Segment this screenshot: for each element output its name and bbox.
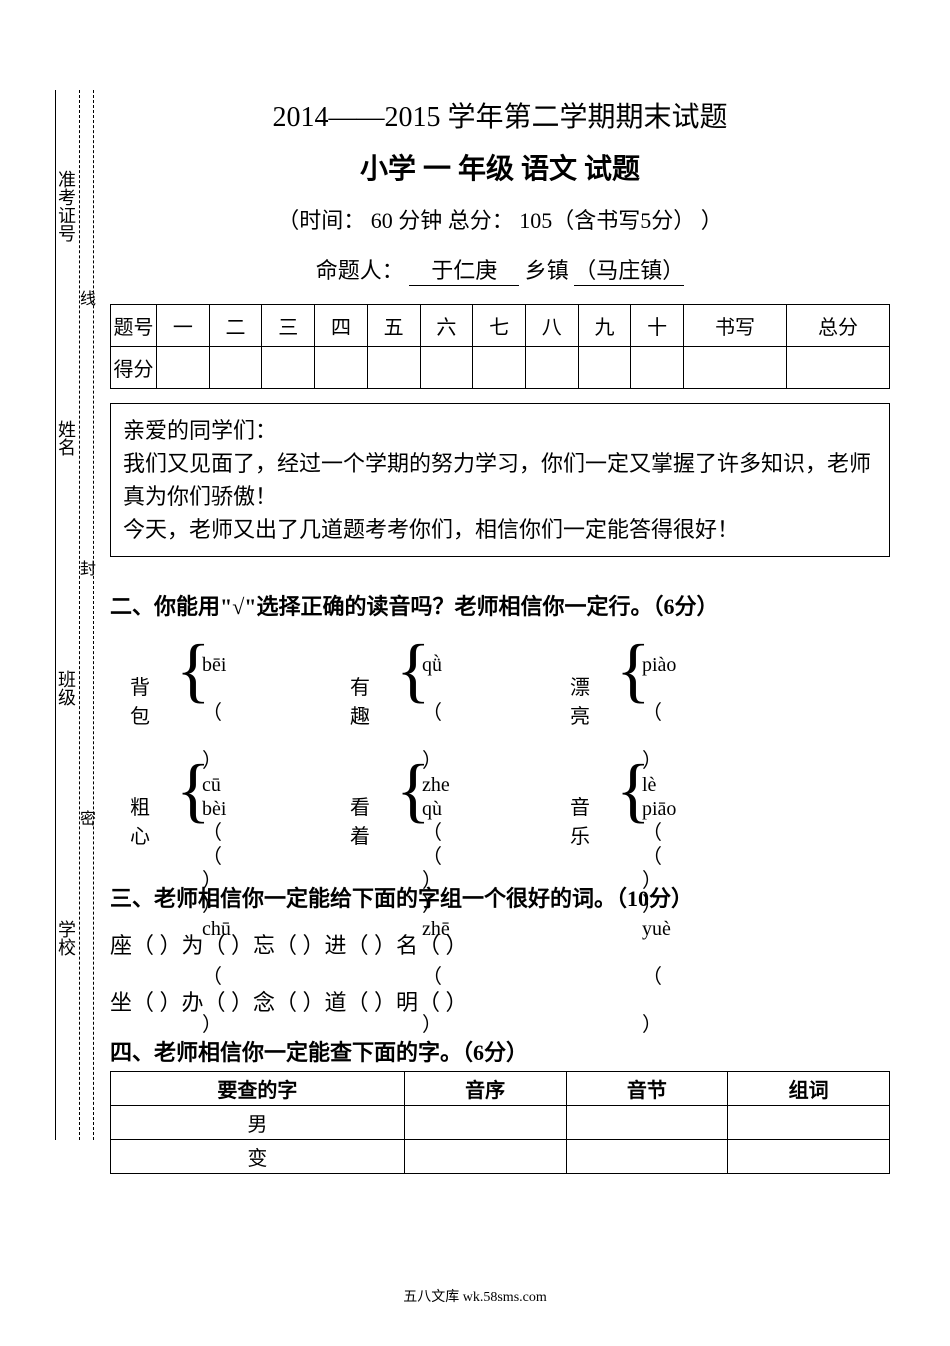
score-row-label: 得分 [111, 347, 157, 389]
score-row-label: 题号 [111, 305, 157, 347]
author-label: 命题人： [316, 258, 404, 283]
pinyin-option: lè （ ） [642, 761, 671, 905]
lookup-header-cell: 音序 [404, 1072, 566, 1106]
pinyin-option: chū（ ） [202, 905, 231, 1049]
pinyin-hanzi: 音乐 [570, 791, 590, 849]
lookup-char-cell: 男 [111, 1106, 405, 1140]
lookup-header-cell: 要查的字 [111, 1072, 405, 1106]
note-box: 亲爱的同学们： 我们又见面了，经过一个学期的努力学习，你们一定又掌握了许多知识，… [110, 403, 890, 557]
score-table: 题号一二三四五六七八九十书写总分 得分 [110, 304, 890, 389]
score-col-header: 五 [367, 305, 420, 347]
score-col-header: 四 [315, 305, 368, 347]
author-line: 命题人： 于仁庚 乡镇 （马庄镇） [110, 253, 890, 286]
lookup-header-cell: 音节 [566, 1072, 728, 1106]
lookup-row: 变 [111, 1140, 890, 1174]
seal-char: 密 [73, 810, 97, 826]
pinyin-hanzi: 看着 [350, 791, 370, 849]
score-col-header: 十 [631, 305, 684, 347]
pinyin-hanzi: 有趣 [350, 671, 370, 729]
note-line-2: 今天，老师又出了几道题考考你们，相信你们一定能答得很好！ [123, 513, 877, 546]
lookup-header-cell: 组词 [728, 1072, 890, 1106]
score-cell [684, 347, 787, 389]
lookup-blank-cell [728, 1106, 890, 1140]
lookup-row: 男 [111, 1106, 890, 1140]
score-col-header: 八 [525, 305, 578, 347]
lookup-blank-cell [728, 1140, 890, 1174]
section-4-table: 要查的字音序音节组词 男变 [110, 1071, 890, 1174]
binding-edge: 准考证号姓名班级学校 线封密 [55, 90, 105, 1140]
score-col-header: 一 [157, 305, 210, 347]
timing-line: （时间： 60 分钟 总分： 105（含书写5分） ） [110, 203, 890, 235]
score-col-header: 二 [209, 305, 262, 347]
binding-dashed-line-inner [79, 90, 80, 1140]
score-cell [786, 347, 889, 389]
pinyin-option: yuè （ ） [642, 905, 671, 1049]
pinyin-hanzi: 漂亮 [570, 671, 590, 729]
binding-dashed-line-outer [93, 90, 94, 1140]
score-col-header: 六 [420, 305, 473, 347]
pinyin-hanzi: 背包 [130, 671, 150, 729]
binding-label: 学校 [53, 920, 79, 956]
lookup-blank-cell [404, 1106, 566, 1140]
seal-char: 线 [73, 290, 97, 306]
author-name: 于仁庚 [409, 253, 519, 286]
section-2-heading: 二、你能用"√"选择正确的读音吗？老师相信你一定行。（6分） [110, 589, 890, 621]
score-cell [420, 347, 473, 389]
note-line-1: 我们又见面了，经过一个学期的努力学习，你们一定又掌握了许多知识，老师真为你们骄傲… [123, 447, 877, 513]
pinyin-options: zhe（ ）zhē（ ） [422, 761, 450, 1049]
score-col-header: 七 [473, 305, 526, 347]
pinyin-option: zhe（ ） [422, 761, 450, 905]
score-cell [157, 347, 210, 389]
lookup-blank-cell [566, 1106, 728, 1140]
score-col-header: 九 [578, 305, 631, 347]
lookup-blank-cell [566, 1140, 728, 1174]
title-line-1: 2014——2015 学年第二学期期末试题 [110, 95, 890, 135]
score-cell [367, 347, 420, 389]
score-cell [525, 347, 578, 389]
score-col-header: 三 [262, 305, 315, 347]
binding-solid-line [55, 90, 56, 1140]
score-cell [209, 347, 262, 389]
score-cell [578, 347, 631, 389]
pinyin-option: zhē（ ） [422, 905, 450, 1049]
town-label: 乡镇 [525, 258, 569, 283]
title-line-2: 小学 一 年级 语文 试题 [110, 147, 890, 187]
score-cell [631, 347, 684, 389]
page-footer: 五八文库 wk.58sms.com [0, 1286, 950, 1306]
binding-label: 准考证号 [53, 170, 79, 242]
binding-label: 姓名 [53, 420, 79, 456]
score-col-header: 书写 [684, 305, 787, 347]
pinyin-hanzi: 粗心 [130, 791, 150, 849]
lookup-char-cell: 变 [111, 1140, 405, 1174]
town-name: （马庄镇） [574, 253, 684, 286]
section-2-body: 背包{bēi （ ）bèi （ ）有趣{qǜ（ ）qù （ ）漂亮{piào（ … [110, 641, 890, 871]
pinyin-options: lè （ ）yuè （ ） [642, 761, 671, 1049]
score-col-header: 总分 [786, 305, 889, 347]
pinyin-option: cū （ ） [202, 761, 231, 905]
pinyin-options: cū （ ）chū（ ） [202, 761, 231, 1049]
note-greeting: 亲爱的同学们： [123, 414, 877, 447]
score-cell [262, 347, 315, 389]
seal-char: 封 [73, 560, 97, 576]
score-cell [473, 347, 526, 389]
exam-page: 2014——2015 学年第二学期期末试题 小学 一 年级 语文 试题 （时间：… [110, 95, 890, 1174]
score-cell [315, 347, 368, 389]
binding-label: 班级 [53, 670, 79, 706]
lookup-blank-cell [404, 1140, 566, 1174]
